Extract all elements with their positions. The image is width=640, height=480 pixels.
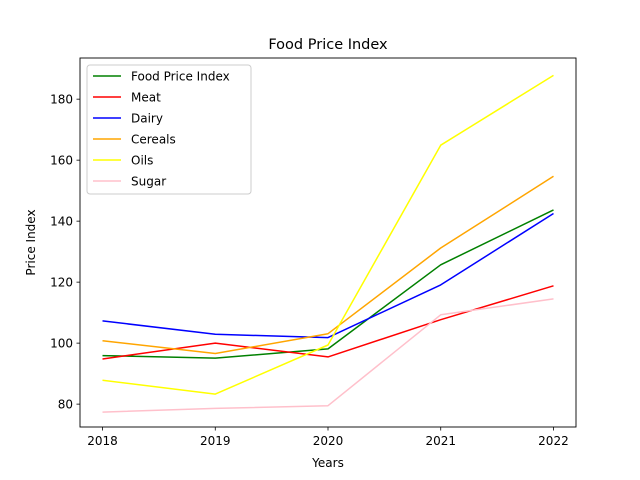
y-axis: 80 100 120 140 160 180	[50, 93, 80, 412]
x-tick-label: 2020	[313, 434, 344, 448]
series-line-oils	[102, 74, 554, 395]
legend-label-oils: Oils	[131, 154, 153, 168]
series-line-dairy	[102, 212, 554, 339]
y-tick-label: 180	[50, 93, 73, 107]
chart-title: Food Price Index	[268, 37, 388, 53]
x-axis: 2018 2019 2020 2021 2022	[87, 427, 569, 448]
legend-label-cereals: Cereals	[131, 133, 176, 147]
legend: Food Price Index Meat Dairy Cereals Oils Suga…	[86, 64, 252, 195]
y-tick-label: 140	[50, 215, 73, 229]
series-layer	[102, 74, 554, 413]
legend-box	[86, 64, 252, 195]
legend-label-meat: Meat	[131, 91, 161, 105]
y-tick-label: 160	[50, 154, 73, 168]
x-tick-label: 2019	[200, 434, 231, 448]
y-axis-label: Price Index	[24, 209, 38, 275]
series-line-food-price-index	[102, 209, 554, 359]
series-line-meat	[102, 285, 554, 360]
legend-label-dairy: Dairy	[131, 112, 163, 126]
y-tick-label: 120	[50, 276, 73, 290]
legend-label-food-price-index: Food Price Index	[131, 70, 230, 84]
y-tick-label: 100	[50, 337, 73, 351]
series-line-cereals	[102, 175, 554, 355]
x-tick-label: 2018	[87, 434, 118, 448]
series-line-sugar	[102, 298, 554, 413]
x-tick-label: 2022	[538, 434, 569, 448]
legend-label-sugar: Sugar	[131, 175, 166, 189]
x-tick-label: 2021	[425, 434, 456, 448]
x-axis-label: Years	[311, 456, 344, 470]
y-tick-label: 80	[58, 398, 73, 412]
